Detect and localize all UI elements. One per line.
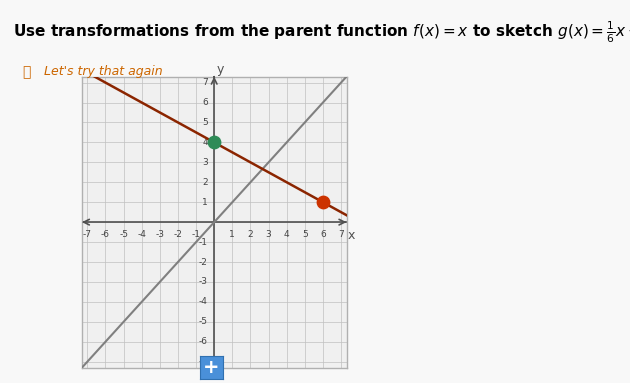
Text: 4: 4 [202, 138, 208, 147]
Text: 1: 1 [229, 230, 235, 239]
Text: 3: 3 [202, 158, 208, 167]
Text: 1: 1 [202, 198, 208, 207]
Text: -3: -3 [199, 277, 208, 286]
Text: Use transformations from the parent function $f(x)=x$ to sketch $g(x) = \frac{1}: Use transformations from the parent func… [13, 19, 630, 45]
Text: x: x [347, 229, 355, 242]
Text: -7: -7 [199, 357, 208, 366]
Point [318, 199, 328, 205]
Text: 6: 6 [320, 230, 326, 239]
Text: y: y [217, 62, 224, 75]
Text: 5: 5 [202, 118, 208, 127]
Text: -6: -6 [199, 337, 208, 346]
Text: -2: -2 [199, 257, 208, 267]
Text: 7: 7 [202, 78, 208, 87]
Text: -1: -1 [192, 230, 200, 239]
Text: -7: -7 [83, 230, 92, 239]
Text: +: + [203, 358, 219, 377]
Text: -6: -6 [101, 230, 110, 239]
Text: -3: -3 [156, 230, 164, 239]
Text: 4: 4 [284, 230, 290, 239]
Text: -5: -5 [199, 318, 208, 326]
Text: 3: 3 [266, 230, 272, 239]
Text: 6: 6 [202, 98, 208, 107]
Text: Let's try that again: Let's try that again [44, 65, 163, 78]
Text: -1: -1 [199, 237, 208, 247]
Point [209, 139, 219, 146]
Text: Ⓧ: Ⓧ [22, 65, 30, 79]
Text: 5: 5 [302, 230, 307, 239]
Text: 2: 2 [248, 230, 253, 239]
Text: -5: -5 [119, 230, 128, 239]
Text: -2: -2 [173, 230, 183, 239]
Text: 2: 2 [202, 178, 208, 187]
Text: -4: -4 [199, 297, 208, 306]
Text: -4: -4 [137, 230, 146, 239]
Text: 7: 7 [338, 230, 344, 239]
